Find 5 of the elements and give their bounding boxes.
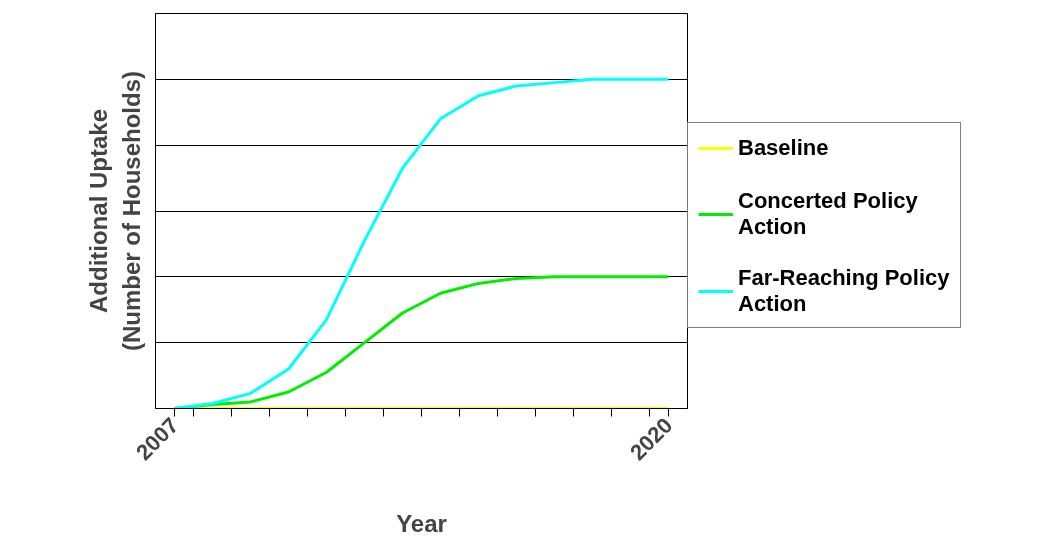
x-axis-title: Year (396, 509, 447, 537)
legend-label: Far-Reaching Policy Action (738, 265, 950, 317)
legend-label: Concerted Policy Action (738, 188, 918, 240)
legend-label: Baseline (738, 134, 829, 162)
y-axis-title: Additional Uptake (Number of Households) (85, 71, 145, 351)
